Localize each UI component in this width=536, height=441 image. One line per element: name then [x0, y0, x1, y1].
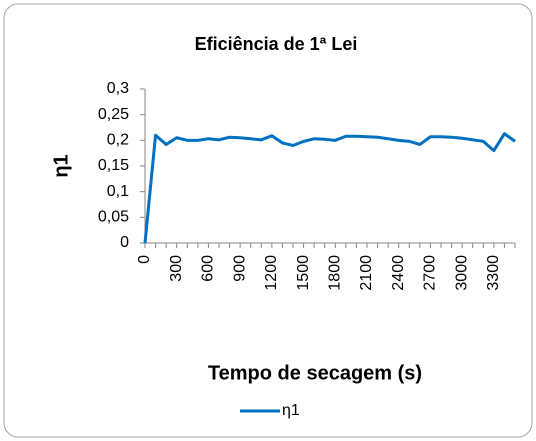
x-tick-label: 1200	[263, 255, 280, 291]
x-axis-title: Tempo de secagem (s)	[208, 362, 422, 384]
x-tick-label: 2700	[422, 255, 439, 291]
x-tick-label: 2100	[358, 255, 375, 291]
x-tick-label: 600	[200, 255, 217, 282]
chart-title: Eficiência de 1ª Lei	[195, 34, 358, 54]
x-tick-label: 3300	[485, 255, 502, 291]
y-tick-label: 0,3	[107, 80, 129, 97]
x-tick-label: 0	[136, 255, 153, 264]
y-axis-title: η1	[50, 154, 72, 177]
line-series	[143, 132, 516, 244]
x-tick-label: 900	[231, 255, 248, 282]
x-tick-label: 3000	[453, 255, 470, 291]
y-tick-label: 0,25	[98, 106, 129, 123]
y-tick-label: 0,1	[107, 183, 129, 200]
y-tick-label: 0,05	[98, 209, 129, 226]
y-tick-label: 0,15	[98, 157, 129, 174]
chart-frame	[3, 3, 533, 438]
y-tick-label: 0	[120, 234, 129, 251]
x-tick-label: 2400	[390, 255, 407, 291]
y-tick-label: 0,2	[107, 132, 129, 149]
legend-label: η1	[282, 402, 300, 419]
x-tick-label: 1800	[327, 255, 344, 291]
x-tick-label: 300	[168, 255, 185, 282]
x-tick-label: 1500	[295, 255, 312, 291]
